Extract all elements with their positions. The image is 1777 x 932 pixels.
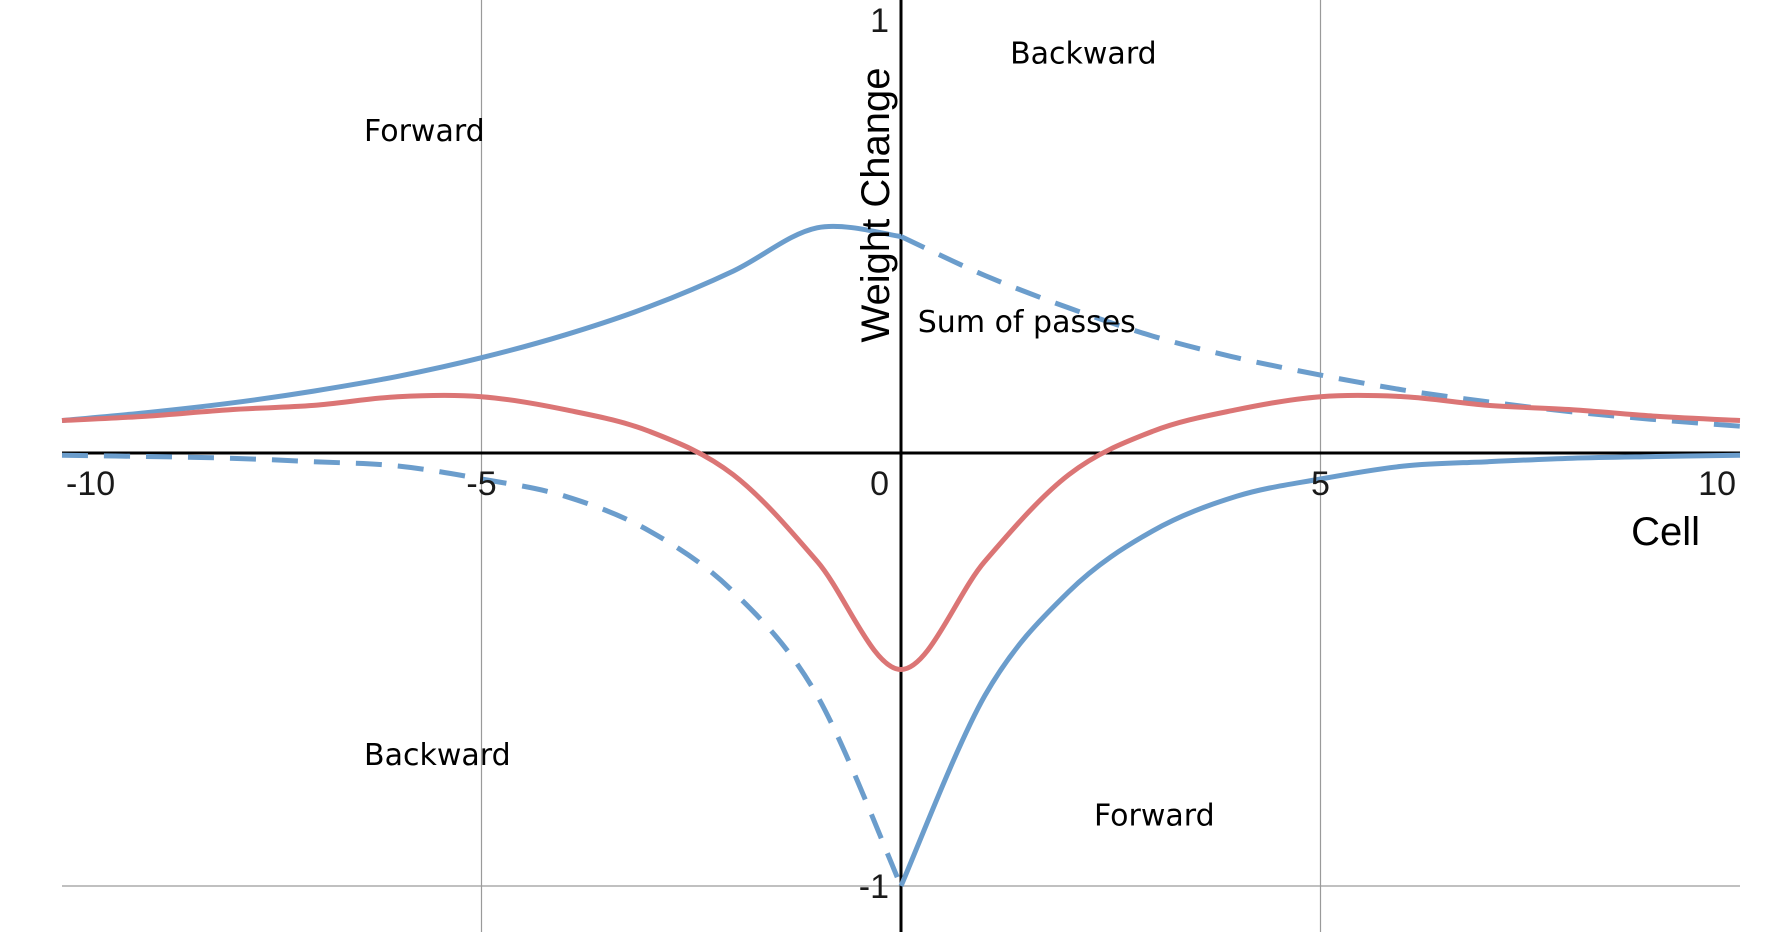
series-line-4 [61,392,1741,672]
series-line-0 [61,223,902,423]
annotation-label: Forward [1094,798,1215,833]
series-line-3 [898,452,1741,888]
axes [62,0,1740,932]
x-tick-label: 0 [870,465,889,503]
y-axis-title: Weight Change [854,68,898,343]
x-tick-label: 5 [1311,465,1330,503]
y-tick-label: -1 [859,868,889,906]
x-tick-label: 10 [1698,465,1736,503]
annotation-label: Backward [364,738,511,773]
annotation-label: Forward [364,114,485,149]
annotation-label: Sum of passes [918,305,1136,340]
tick-labels: -10 -5 0 5 10 1 -1 [66,2,1736,906]
series-layer [61,223,1741,888]
series-line-1 [899,234,1741,429]
annotations: Forward Backward Sum of passes Backward Forw… [364,36,1215,833]
x-tick-label: -5 [466,465,496,503]
x-tick-label: -10 [66,465,115,503]
annotation-label: Backward [1010,36,1157,71]
y-tick-label: 1 [870,2,889,40]
x-axis-title: Cell [1631,510,1700,554]
